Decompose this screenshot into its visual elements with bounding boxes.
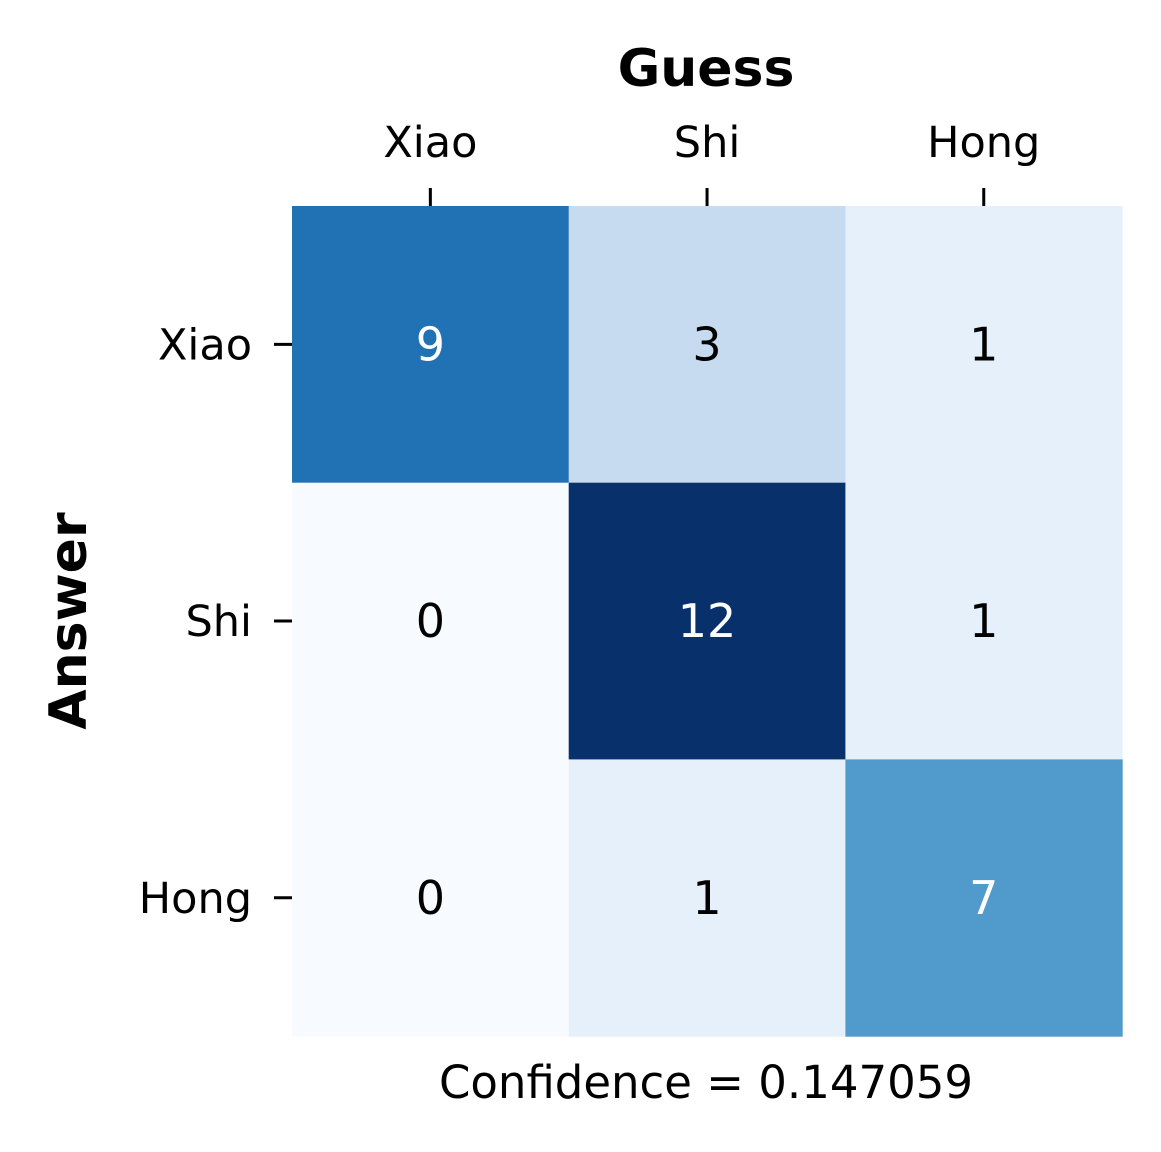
heatmap-cell-labels: 9 3 1 0 12 1 0 1 7 — [416, 317, 999, 924]
heatmap-cell — [568, 759, 846, 1037]
y-tick-label: Xiao — [158, 320, 252, 370]
x-tick-label: Shi — [674, 118, 741, 168]
heatmap-cell — [845, 759, 1123, 1037]
y-tick-label: Hong — [139, 874, 252, 924]
cell-value-label: 7 — [969, 871, 998, 925]
cell-value-label: 1 — [969, 594, 998, 648]
heatmap-cell — [568, 482, 846, 760]
heatmap-cells — [292, 206, 1123, 1037]
y-tick-label: Shi — [186, 597, 253, 647]
x-tick-label: Xiao — [383, 118, 477, 168]
x-axis-ticks: Xiao Shi Hong — [383, 118, 1040, 206]
cell-value-label: 1 — [692, 871, 721, 925]
cell-value-label: 1 — [969, 317, 998, 371]
x-tick-label: Hong — [927, 118, 1040, 168]
cell-value-label: 0 — [416, 594, 445, 648]
heatmap-cell — [292, 482, 570, 760]
heatmap-cell — [292, 759, 570, 1037]
cell-value-label: 3 — [692, 317, 721, 371]
cell-value-label: 12 — [678, 594, 737, 648]
heatmap-cell — [845, 482, 1123, 760]
y-axis-label: Answer — [39, 512, 99, 730]
heatmap-cell — [292, 206, 570, 484]
x-axis-label: Guess — [618, 39, 795, 99]
cell-value-label: 9 — [416, 317, 445, 371]
y-axis-ticks: Xiao Shi Hong — [139, 320, 292, 924]
heatmap-cell — [845, 206, 1123, 484]
confidence-caption: Confidence = 0.147059 — [439, 1056, 973, 1109]
cell-value-label: 0 — [416, 871, 445, 925]
heatmap-cell — [568, 206, 846, 484]
